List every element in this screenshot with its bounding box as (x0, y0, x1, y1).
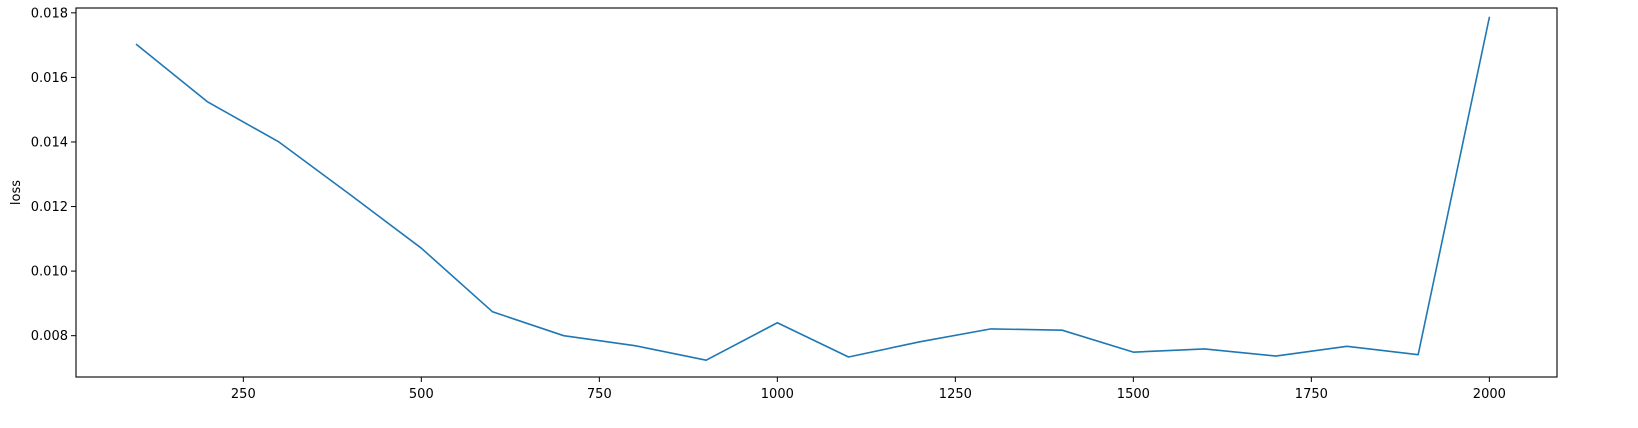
series-layer (135, 16, 1491, 362)
y-tick-label: 0.008 (31, 329, 68, 344)
plot-frame (75, 7, 1558, 378)
x-tick-label: 250 (231, 387, 256, 402)
y-tick-label: 0.014 (31, 135, 68, 150)
x-axis: 250 500 750 1000 1250 1500 1750 2000 (231, 377, 1506, 402)
y-tick-label: 0.018 (31, 6, 68, 21)
x-tick-label: 1250 (939, 387, 972, 402)
x-tick-label: 1750 (1295, 387, 1328, 402)
x-tick-label: 750 (587, 387, 612, 402)
x-tick-label: 1500 (1117, 387, 1150, 402)
x-tick-label: 500 (409, 387, 434, 402)
loss-series-line (135, 16, 1491, 362)
y-tick-label: 0.010 (31, 265, 68, 280)
x-tick-label: 1000 (761, 387, 794, 402)
y-axis-title: loss (9, 180, 24, 205)
y-tick-label: 0.012 (31, 200, 68, 215)
y-axis: 0.008 0.010 0.012 0.014 0.016 0.018 (31, 6, 76, 344)
y-tick-label: 0.016 (31, 71, 68, 86)
x-tick-label: 2000 (1473, 387, 1506, 402)
